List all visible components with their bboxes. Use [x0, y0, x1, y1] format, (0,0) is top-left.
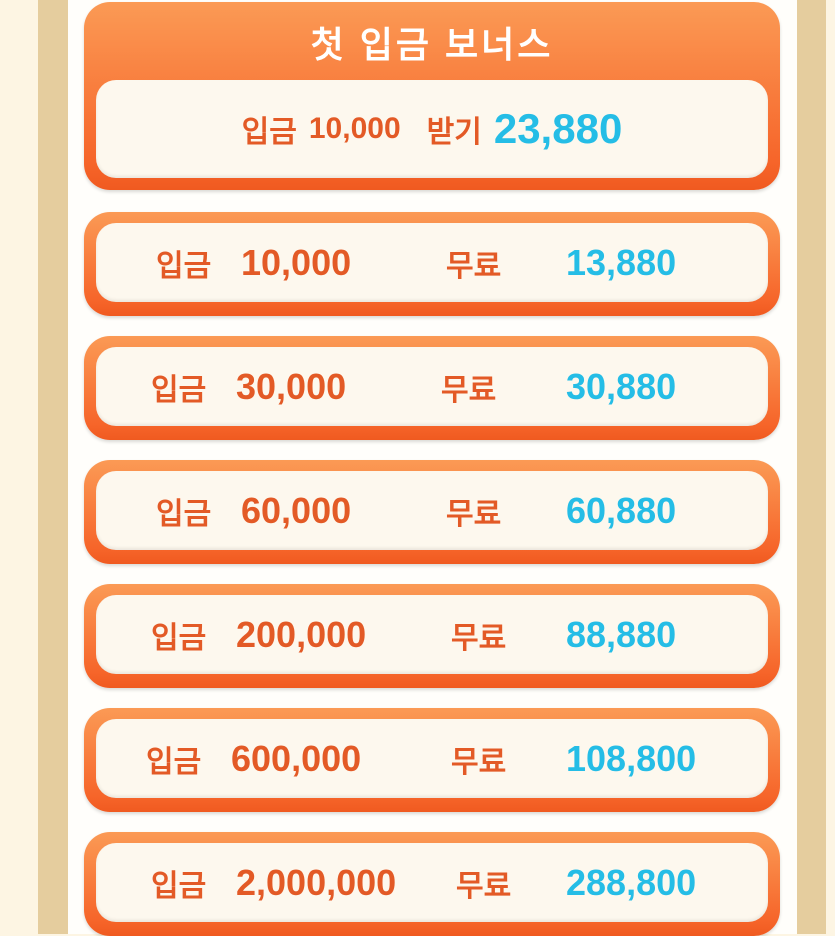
deposit-tier-row: 입금 200,000 무료 88,880: [96, 595, 768, 674]
deposit-tier-row: 입금 60,000 무료 60,880: [96, 471, 768, 550]
deposit-label: 입금: [241, 116, 297, 149]
deposit-amount: 600,000: [231, 737, 362, 779]
right-border: [797, 0, 826, 934]
bonus-amount: 88,880: [566, 613, 677, 655]
deposit-tier-row: 입금 600,000 무료 108,800: [96, 719, 768, 798]
free-label: 무료: [456, 869, 512, 903]
bonus-amount: 288,800: [566, 861, 697, 903]
deposit-amount: 60,000: [241, 489, 352, 531]
bonus-summary: 입금 10,000 받기 23,880: [96, 80, 768, 178]
card-title: 첫 입금 보너스: [310, 24, 554, 65]
bonus-amount: 60,880: [566, 489, 677, 531]
deposit-tier-row: 입금 10,000 무료 13,880: [96, 223, 768, 302]
deposit-tier-card: 입금 30,000 무료 30,880: [84, 336, 780, 440]
bonus-amount: 108,800: [566, 737, 697, 779]
deposit-label: 입금: [151, 869, 207, 903]
receive-label: 받기: [426, 116, 482, 149]
deposit-tier-card: 입금 600,000 무료 108,800: [84, 708, 780, 812]
deposit-label: 입금: [156, 497, 212, 531]
deposit-tier-card: 입금 200,000 무료 88,880: [84, 584, 780, 688]
deposit-tier-row: 입금 2,000,000 무료 288,800: [96, 843, 768, 922]
first-deposit-bonus-card: 첫 입금 보너스 입금 10,000 받기 23,880: [84, 2, 780, 190]
free-label: 무료: [441, 373, 497, 407]
free-label: 무료: [446, 249, 502, 283]
deposit-label: 입금: [151, 621, 207, 655]
deposit-tier-card: 입금 10,000 무료 13,880: [84, 212, 780, 316]
deposit-amount: 2,000,000: [236, 861, 397, 903]
deposit-amount: 200,000: [236, 613, 367, 655]
deposit-amount: 10,000: [241, 241, 352, 283]
deposit-label: 입금: [156, 249, 212, 283]
deposit-amount: 30,000: [236, 365, 347, 407]
deposit-label: 입금: [151, 373, 207, 407]
left-border: [38, 0, 68, 934]
deposit-amount: 10,000: [308, 112, 401, 145]
deposit-tier-card: 입금 2,000,000 무료 288,800: [84, 832, 780, 936]
bonus-amount: 30,880: [566, 365, 677, 407]
free-label: 무료: [451, 621, 507, 655]
deposit-tier-row: 입금 30,000 무료 30,880: [96, 347, 768, 426]
receive-amount: 23,880: [493, 105, 623, 152]
bonus-amount: 13,880: [566, 241, 677, 283]
deposit-label: 입금: [146, 745, 202, 779]
deposit-tier-card: 입금 60,000 무료 60,880: [84, 460, 780, 564]
free-label: 무료: [451, 745, 507, 779]
free-label: 무료: [446, 497, 502, 531]
